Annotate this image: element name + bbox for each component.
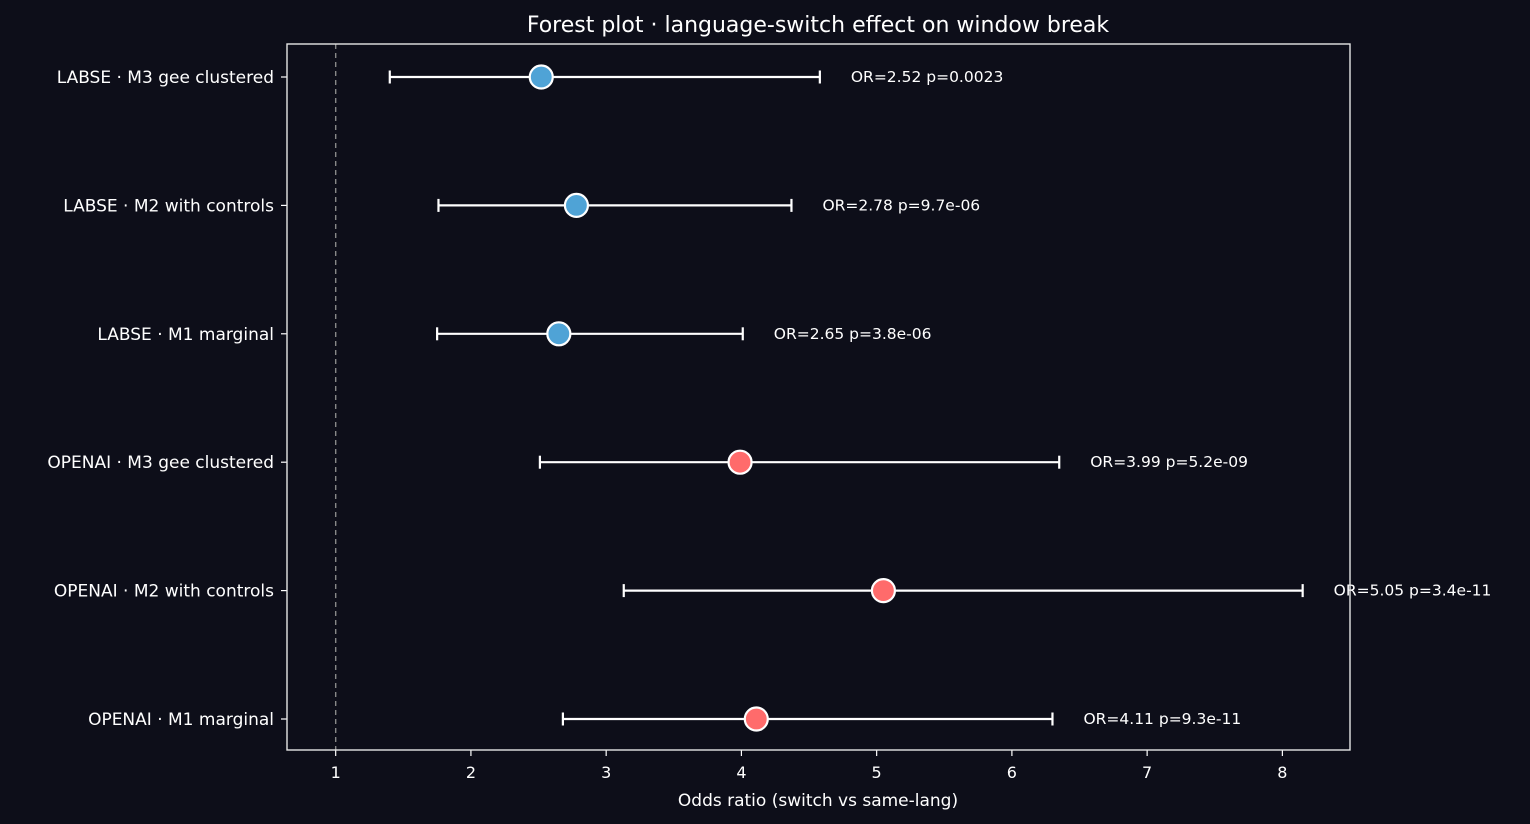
- y-tick-label: LABSE · M1 marginal: [97, 325, 274, 345]
- y-tick-label: LABSE · M3 gee clustered: [57, 68, 274, 88]
- x-tick-label: 6: [1007, 763, 1017, 782]
- effect-annotation: OR=5.05 p=3.4e-11: [1334, 582, 1492, 600]
- point-estimate: [743, 706, 769, 732]
- x-tick-label: 8: [1277, 763, 1287, 782]
- x-tick-label: 1: [331, 763, 341, 782]
- point-estimate: [870, 577, 897, 604]
- x-tick-label: 2: [466, 763, 476, 782]
- effect-annotation: OR=2.52 p=0.0023: [851, 68, 1003, 86]
- plot-area: 1 2 3 4 5 6 7 8 LABSE · M3 gee clustered OR=2.52 …: [47, 44, 1491, 782]
- effect-annotation: OR=2.65 p=3.8e-06: [774, 325, 932, 343]
- x-tick-label: 7: [1142, 763, 1152, 782]
- effect-annotation: OR=3.99 p=5.2e-09: [1090, 453, 1248, 471]
- plot-frame: [286, 43, 1351, 751]
- chart-title: Forest plot · language-switch effect on …: [527, 13, 1110, 38]
- y-tick-label: OPENAI · M3 gee clustered: [47, 453, 274, 473]
- y-tick-label: LABSE · M2 with controls: [63, 196, 274, 216]
- y-tick-label: OPENAI · M1 marginal: [88, 710, 274, 730]
- x-tick-label: 5: [872, 763, 882, 782]
- x-axis-label: Odds ratio (switch vs same-lang): [678, 791, 958, 811]
- point-estimate: [563, 192, 590, 218]
- point-estimate: [727, 449, 753, 475]
- effect-annotation: OR=4.11 p=9.3e-11: [1083, 710, 1241, 728]
- y-tick-label: OPENAI · M2 with controls: [54, 582, 274, 602]
- point-estimate: [528, 64, 554, 90]
- x-tick-label: 4: [736, 763, 746, 782]
- effect-annotation: OR=2.78 p=9.7e-06: [822, 196, 980, 214]
- point-estimate: [546, 321, 572, 347]
- x-tick-label: 3: [601, 763, 611, 782]
